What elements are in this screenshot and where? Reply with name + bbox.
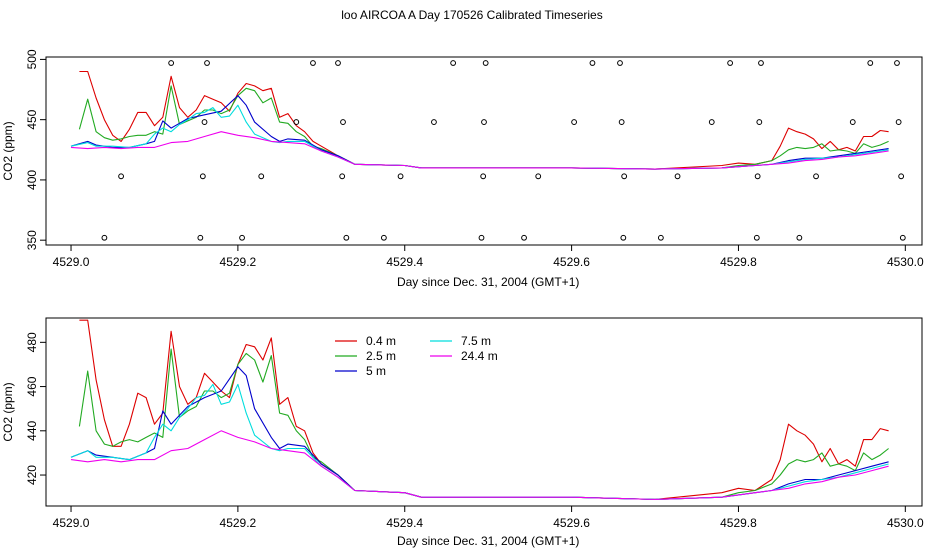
- calibration-point: [796, 234, 803, 241]
- legend-label: 5 m: [366, 364, 386, 378]
- calibration-point: [674, 173, 681, 180]
- plot-frame: [45, 56, 923, 246]
- series-line-7-5-m: [70, 383, 889, 500]
- x-tick-label: 4530.0: [887, 516, 924, 530]
- x-tick-label: 4529.2: [220, 516, 257, 530]
- calibration-point: [813, 173, 819, 180]
- calibration-point: [204, 60, 210, 66]
- y-axis-label: CO2 (ppm): [1, 121, 15, 180]
- y-tick-label: 400: [25, 170, 39, 190]
- series-line-24-4-m: [70, 131, 889, 170]
- calibration-point: [293, 119, 300, 125]
- calibration-point: [617, 60, 623, 66]
- calibration-point: [450, 60, 457, 66]
- y-tick-label: 350: [25, 230, 39, 250]
- y-tick-label: 420: [25, 465, 39, 485]
- x-tick-label: 4529.0: [53, 516, 90, 530]
- calibration-point: [201, 119, 208, 125]
- calibration-point: [758, 60, 764, 66]
- legend-label: 0.4 m: [366, 334, 396, 348]
- calibration-point: [397, 173, 404, 180]
- legend-label: 7.5 m: [461, 334, 491, 348]
- calibration-point: [340, 119, 346, 125]
- legend: 0.4 m2.5 m5 m 7.5 m24.4 m: [335, 334, 498, 378]
- series-line-2-5-m: [78, 348, 889, 500]
- calibration-point: [894, 60, 900, 66]
- series-line-24-4-m: [70, 430, 889, 500]
- calibration-point: [481, 119, 487, 125]
- x-axis: 4529.0 4529.2 4529.4 4529.6 4529.8 4530.0: [53, 244, 924, 269]
- y-tick-label: 440: [25, 420, 39, 440]
- series-line-2-5-m: [78, 85, 889, 170]
- y-tick-label: 450: [25, 109, 39, 129]
- y-tick-label: 480: [25, 332, 39, 352]
- calibration-point: [867, 60, 874, 66]
- series-line-5-m: [70, 366, 889, 500]
- calibration-point: [754, 173, 761, 180]
- x-tick-label: 4529.4: [386, 516, 423, 530]
- calibration-point: [618, 119, 625, 125]
- calibration-point: [480, 173, 487, 180]
- x-tick-label: 4530.0: [887, 255, 924, 269]
- calibration-point: [657, 234, 664, 241]
- x-axis-label: Day since Dec. 31, 2004 (GMT+1): [397, 275, 579, 289]
- calibration-point: [849, 119, 856, 125]
- calibration-point: [199, 173, 206, 180]
- figure-title: loo AIRCOA A Day 170526 Calibrated Times…: [341, 8, 602, 22]
- x-tick-label: 4529.2: [220, 255, 257, 269]
- calibration-point: [895, 119, 902, 125]
- y-axis: 420 440 460 480: [25, 332, 47, 485]
- bottom-panel: 4529.0 4529.2 4529.4 4529.6 4529.8 4530.0 Day …: [1, 317, 924, 548]
- x-tick-label: 4529.6: [553, 255, 590, 269]
- calibration-point: [899, 234, 906, 241]
- calibration-point: [482, 60, 489, 66]
- calibration-point: [478, 234, 485, 241]
- calibration-point: [101, 234, 108, 241]
- calibration-point: [343, 234, 350, 241]
- calibration-point: [168, 60, 175, 66]
- series-line-0-4-m: [79, 319, 889, 500]
- legend-label: 24.4 m: [461, 349, 498, 363]
- calibration-point: [380, 234, 387, 241]
- calibration-point: [727, 60, 734, 66]
- calibration-point: [239, 234, 245, 241]
- x-tick-label: 4529.8: [720, 255, 757, 269]
- series-line-5-m: [70, 95, 889, 170]
- legend-label: 2.5 m: [366, 349, 396, 363]
- calibration-point: [753, 234, 760, 241]
- calibration-point: [535, 173, 542, 180]
- x-axis-label: Day since Dec. 31, 2004 (GMT+1): [397, 534, 579, 548]
- x-tick-label: 4529.0: [53, 255, 90, 269]
- calibration-point: [589, 60, 596, 66]
- series-lines: [70, 70, 889, 170]
- y-axis-label: CO2 (ppm): [1, 382, 15, 441]
- calibration-point: [258, 173, 265, 180]
- calibration-point: [335, 60, 341, 66]
- calibration-point: [310, 60, 316, 66]
- top-panel: 4529.0 4529.2 4529.4 4529.6 4529.8 4530.0 Day …: [1, 49, 924, 289]
- calibration-point: [118, 173, 124, 180]
- y-tick-label: 460: [25, 376, 39, 396]
- x-tick-label: 4529.8: [720, 516, 757, 530]
- series-line-7-5-m: [70, 104, 889, 170]
- calibration-point: [339, 173, 346, 180]
- calibration-point: [197, 234, 204, 241]
- x-axis: 4529.0 4529.2 4529.4 4529.6 4529.8 4530.0: [53, 505, 924, 530]
- y-axis: 350 400 450 500: [25, 49, 47, 250]
- series-line-0-4-m: [79, 70, 889, 170]
- x-tick-label: 4529.6: [553, 516, 590, 530]
- calibration-point: [898, 173, 905, 180]
- calibration-point: [431, 119, 437, 125]
- calibration-point: [708, 119, 715, 125]
- calibration-points: [101, 60, 906, 241]
- calibration-point: [621, 173, 628, 180]
- calibration-point: [521, 234, 527, 241]
- x-tick-label: 4529.4: [386, 255, 423, 269]
- calibration-point: [620, 234, 627, 241]
- series-lines: [70, 319, 889, 500]
- calibration-point: [571, 119, 578, 125]
- calibration-point: [756, 119, 763, 125]
- y-tick-label: 500: [25, 49, 39, 69]
